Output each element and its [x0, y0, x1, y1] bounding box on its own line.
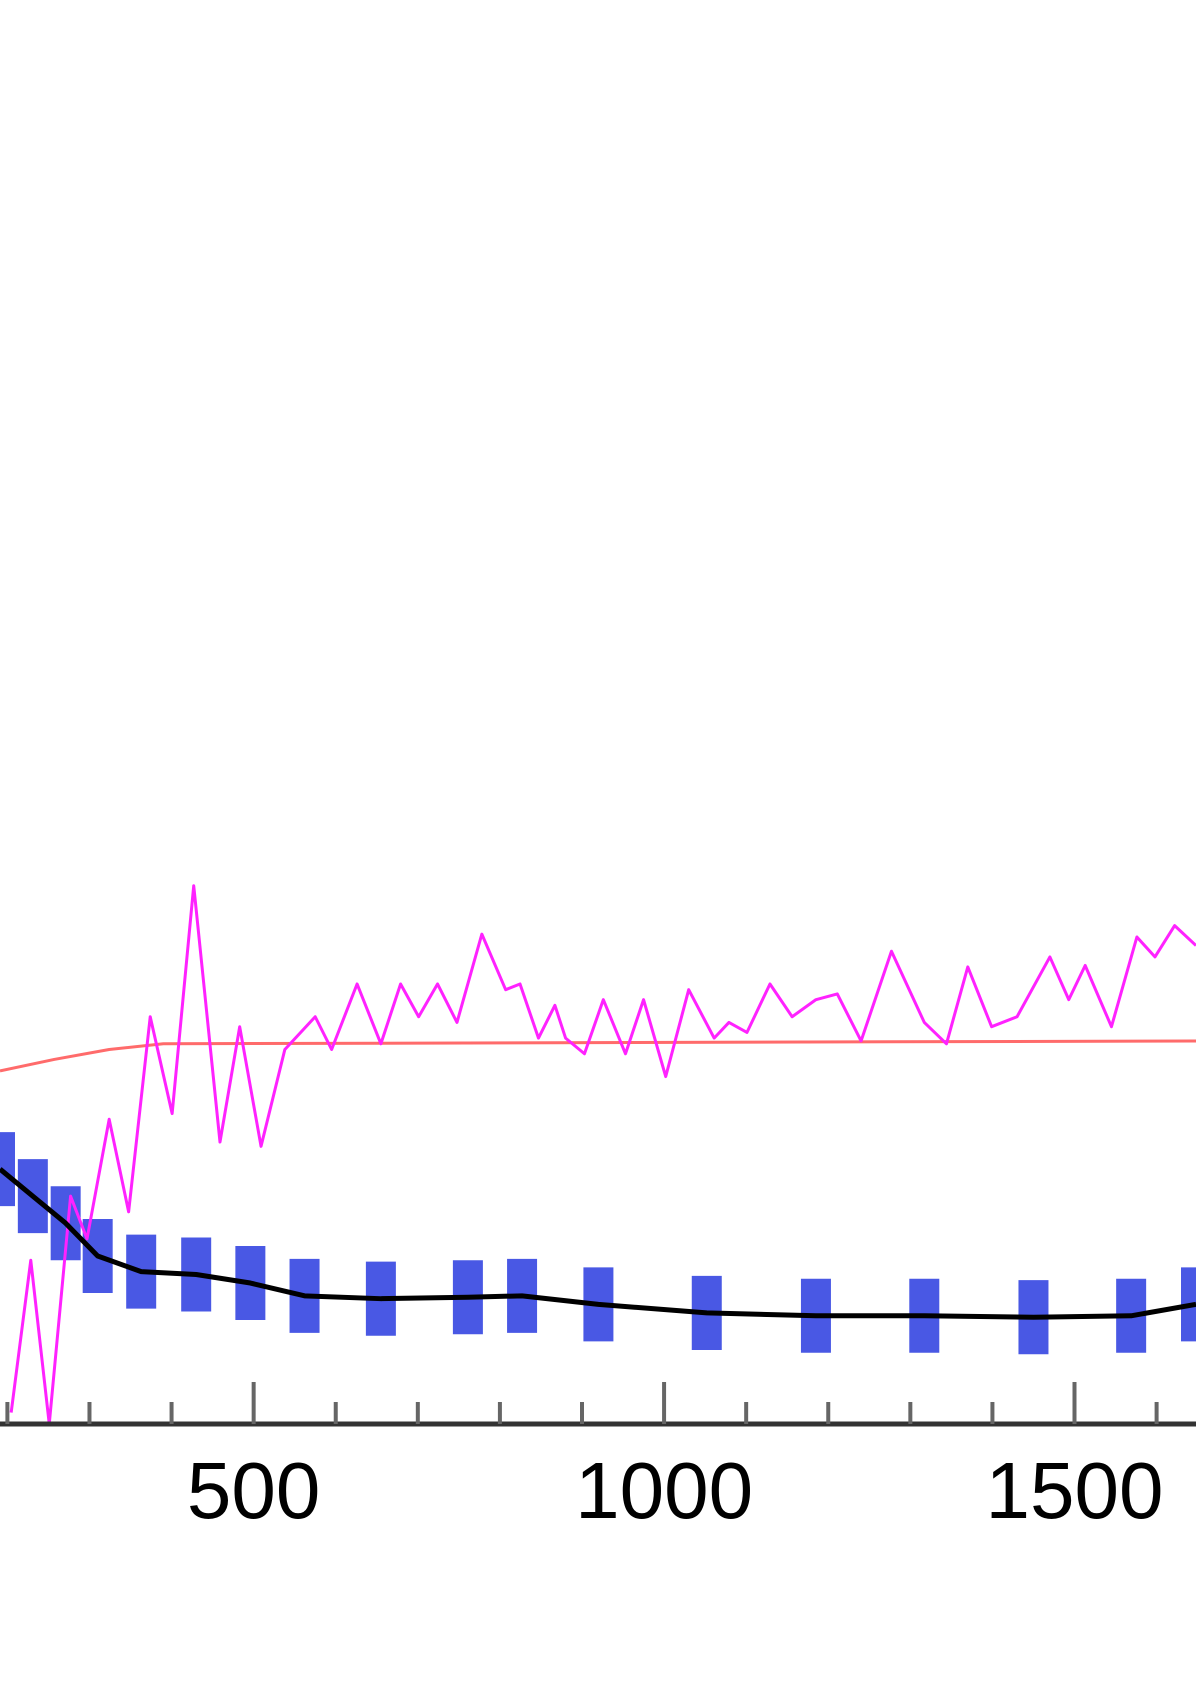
x-tick-label: 1500: [986, 1446, 1164, 1535]
series-line: [9, 884, 1196, 1426]
x-tick-label: 1000: [575, 1446, 753, 1535]
series-line: [0, 1167, 1196, 1320]
x-tick-label: 500: [187, 1446, 320, 1535]
series-line: [0, 1039, 1196, 1073]
